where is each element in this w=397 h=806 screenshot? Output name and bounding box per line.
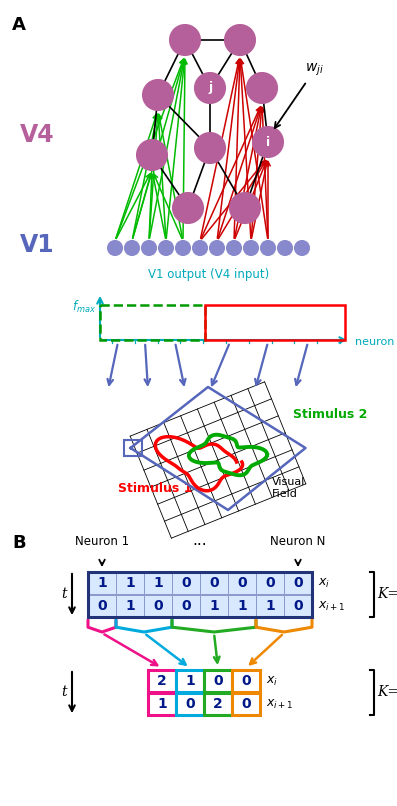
- Text: $x_{i+1}$: $x_{i+1}$: [266, 697, 294, 711]
- Bar: [88, 595, 116, 617]
- Text: 0: 0: [97, 599, 107, 613]
- Text: neuron rank: neuron rank: [355, 337, 397, 347]
- Text: $\boldsymbol{w_{ji}}$: $\boldsymbol{w_{ji}}$: [275, 62, 324, 128]
- Bar: [123, 440, 141, 456]
- Circle shape: [278, 241, 292, 255]
- Bar: [200, 595, 228, 617]
- Bar: [228, 595, 256, 617]
- Text: 0: 0: [293, 599, 303, 613]
- Text: V4: V4: [20, 123, 55, 147]
- Text: 1: 1: [237, 599, 247, 613]
- Text: j: j: [208, 81, 212, 94]
- Text: 2: 2: [157, 674, 167, 688]
- Text: 0: 0: [185, 697, 195, 711]
- Text: 1: 1: [125, 576, 135, 590]
- Text: K=1: K=1: [377, 588, 397, 601]
- Circle shape: [193, 241, 207, 255]
- Text: ...: ...: [193, 533, 207, 548]
- Text: B: B: [12, 534, 26, 552]
- Bar: [144, 595, 172, 617]
- Text: 1: 1: [157, 697, 167, 711]
- Text: 0: 0: [153, 599, 163, 613]
- Text: $x_i$: $x_i$: [318, 576, 330, 589]
- Text: Neuron 1: Neuron 1: [75, 535, 129, 548]
- Circle shape: [247, 73, 277, 103]
- Bar: [256, 572, 284, 594]
- Circle shape: [108, 241, 122, 255]
- Text: Visual
Field: Visual Field: [272, 477, 305, 499]
- Circle shape: [143, 80, 173, 110]
- Bar: [176, 693, 204, 715]
- Circle shape: [230, 193, 260, 223]
- Bar: [204, 670, 232, 692]
- Circle shape: [170, 25, 200, 55]
- Text: $x_{i+1}$: $x_{i+1}$: [318, 600, 346, 613]
- Text: 0: 0: [209, 576, 219, 590]
- Text: 0: 0: [241, 674, 251, 688]
- Circle shape: [125, 241, 139, 255]
- Bar: [256, 595, 284, 617]
- Text: Neuron N: Neuron N: [270, 535, 326, 548]
- Text: A: A: [12, 16, 26, 34]
- Circle shape: [142, 241, 156, 255]
- Bar: [172, 595, 200, 617]
- Text: 0: 0: [293, 576, 303, 590]
- Text: 1: 1: [125, 599, 135, 613]
- Bar: [205, 305, 345, 340]
- Circle shape: [227, 241, 241, 255]
- Text: K=2: K=2: [377, 685, 397, 700]
- Text: 0: 0: [213, 674, 223, 688]
- Text: Stimulus 2: Stimulus 2: [293, 408, 367, 421]
- Text: 1: 1: [185, 674, 195, 688]
- Bar: [116, 572, 144, 594]
- Text: 1: 1: [265, 599, 275, 613]
- Text: 1: 1: [153, 576, 163, 590]
- Circle shape: [159, 241, 173, 255]
- Text: 1: 1: [209, 599, 219, 613]
- Circle shape: [225, 25, 255, 55]
- Bar: [100, 305, 205, 340]
- Bar: [172, 572, 200, 594]
- Text: i: i: [266, 135, 270, 148]
- Bar: [204, 693, 232, 715]
- Bar: [232, 693, 260, 715]
- Bar: [88, 572, 312, 617]
- Circle shape: [261, 241, 275, 255]
- Bar: [148, 693, 176, 715]
- Bar: [284, 595, 312, 617]
- Circle shape: [137, 140, 167, 170]
- Text: 0: 0: [181, 576, 191, 590]
- Text: t: t: [62, 588, 67, 601]
- Circle shape: [295, 241, 309, 255]
- Circle shape: [173, 193, 203, 223]
- Text: Stimulus 1: Stimulus 1: [118, 482, 193, 495]
- Bar: [176, 670, 204, 692]
- Bar: [88, 572, 116, 594]
- Circle shape: [176, 241, 190, 255]
- Text: 0: 0: [241, 697, 251, 711]
- Text: V1 output (V4 input): V1 output (V4 input): [148, 268, 269, 281]
- Circle shape: [210, 241, 224, 255]
- Text: t: t: [62, 685, 67, 700]
- Text: 0: 0: [265, 576, 275, 590]
- Text: 0: 0: [181, 599, 191, 613]
- Circle shape: [244, 241, 258, 255]
- Text: $f_{max}$: $f_{max}$: [72, 299, 96, 315]
- Bar: [200, 572, 228, 594]
- Text: 1: 1: [97, 576, 107, 590]
- Text: 2: 2: [213, 697, 223, 711]
- Bar: [284, 572, 312, 594]
- Bar: [148, 670, 176, 692]
- Circle shape: [195, 133, 225, 163]
- Text: V1: V1: [20, 233, 55, 257]
- Text: $x_i$: $x_i$: [266, 675, 278, 688]
- Bar: [232, 670, 260, 692]
- Circle shape: [253, 127, 283, 157]
- Text: 0: 0: [237, 576, 247, 590]
- Bar: [144, 572, 172, 594]
- Bar: [116, 595, 144, 617]
- Circle shape: [195, 73, 225, 103]
- Bar: [228, 572, 256, 594]
